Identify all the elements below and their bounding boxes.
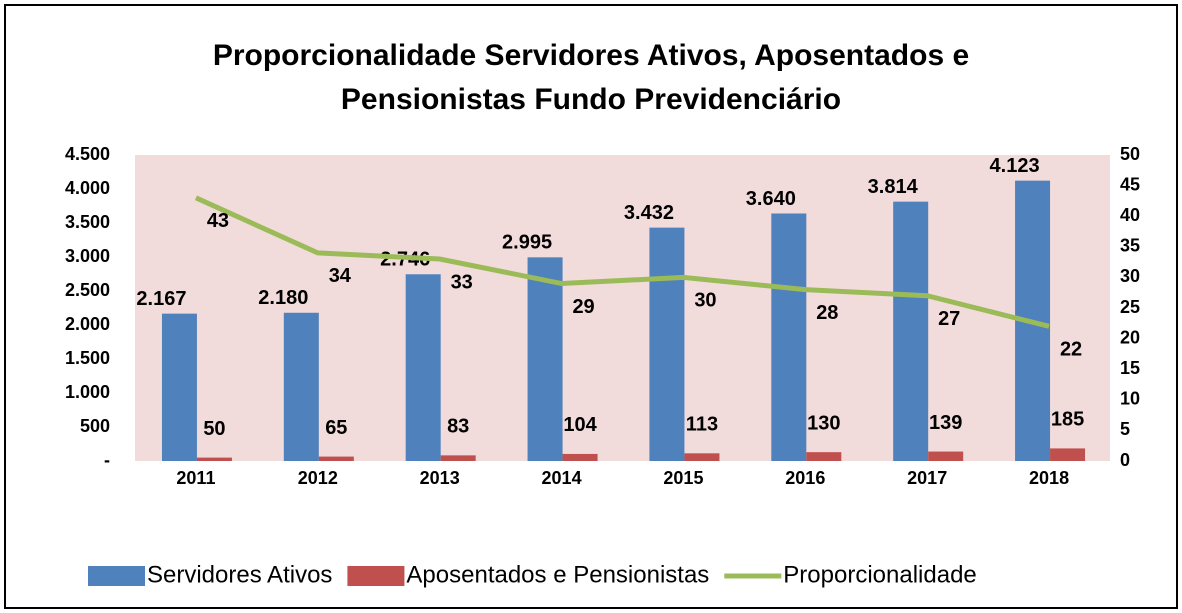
data-label: 28 bbox=[816, 302, 838, 324]
data-label: 2.995 bbox=[502, 232, 552, 254]
bar bbox=[684, 453, 720, 461]
y2-tick-label: 5 bbox=[1120, 419, 1130, 439]
data-label: 3.814 bbox=[868, 176, 919, 198]
bar bbox=[161, 313, 197, 461]
x-tick-label: 2011 bbox=[176, 468, 215, 488]
line bbox=[194, 195, 1050, 329]
y2-tick-label: 30 bbox=[1120, 266, 1140, 286]
bar bbox=[405, 274, 441, 461]
y-tick-label: 1.500 bbox=[65, 348, 110, 368]
bar bbox=[527, 257, 563, 461]
data-label: 113 bbox=[686, 414, 718, 436]
chart-title: Proporcionalidade Servidores Ativos, Apo… bbox=[212, 39, 970, 116]
data-label: 3.432 bbox=[624, 202, 674, 224]
x-tick-label: 2018 bbox=[1029, 468, 1069, 488]
y-tick-label: - bbox=[104, 450, 110, 470]
bar bbox=[318, 456, 354, 461]
y2-tick-label: 40 bbox=[1120, 205, 1140, 225]
bar bbox=[771, 213, 807, 461]
y2-tick-label: 10 bbox=[1120, 389, 1140, 409]
y-tick-label: 4.000 bbox=[65, 178, 110, 198]
data-label: 30 bbox=[694, 290, 716, 312]
y2-tick-label: 35 bbox=[1120, 236, 1140, 256]
data-label: 139 bbox=[929, 412, 962, 434]
y2-tick-label: 20 bbox=[1120, 327, 1140, 347]
legend-label: Aposentados e Pensionistas bbox=[406, 561, 709, 588]
legend-swatch bbox=[347, 566, 405, 586]
data-label: 83 bbox=[447, 416, 469, 438]
y2-tick-label: 15 bbox=[1120, 358, 1140, 378]
legend-swatch bbox=[88, 566, 145, 586]
data-label: 2.180 bbox=[258, 287, 308, 309]
y2-tick-label: 50 bbox=[1120, 144, 1140, 164]
bar bbox=[562, 453, 598, 461]
data-label: 43 bbox=[207, 210, 229, 232]
y-tick-label: 1.000 bbox=[65, 382, 110, 402]
data-label: 104 bbox=[563, 414, 597, 436]
data-label: 65 bbox=[325, 417, 347, 439]
y-tick-label: 500 bbox=[80, 416, 110, 436]
bar bbox=[893, 201, 929, 461]
bar bbox=[283, 312, 319, 461]
data-label: 4.123 bbox=[990, 155, 1040, 177]
y-tick-label: 3.000 bbox=[65, 246, 110, 266]
data-label: 33 bbox=[451, 271, 473, 293]
bar bbox=[806, 452, 842, 461]
bar bbox=[196, 457, 232, 461]
legend-label: Servidores Ativos bbox=[147, 561, 332, 588]
data-label: 50 bbox=[203, 418, 225, 440]
y2-tick-label: 0 bbox=[1120, 450, 1130, 470]
bar bbox=[649, 227, 685, 461]
y2-tick-label: 45 bbox=[1120, 174, 1140, 194]
data-label: 2.167 bbox=[136, 288, 186, 310]
bar bbox=[928, 451, 964, 461]
data-label: 3.640 bbox=[746, 188, 796, 210]
x-tick-label: 2014 bbox=[542, 468, 582, 488]
y-tick-label: 4.500 bbox=[65, 144, 110, 164]
bar bbox=[440, 455, 476, 461]
data-label: 29 bbox=[572, 296, 594, 318]
y-tick-label: 3.500 bbox=[65, 212, 110, 232]
x-tick-label: 2015 bbox=[663, 468, 703, 488]
data-label: 130 bbox=[807, 412, 840, 434]
x-tick-label: 2013 bbox=[420, 468, 460, 488]
data-label: 27 bbox=[938, 308, 960, 330]
data-label: 185 bbox=[1051, 409, 1084, 431]
y-tick-label: 2.000 bbox=[65, 314, 110, 334]
data-label: 22 bbox=[1060, 339, 1082, 361]
data-label: 34 bbox=[329, 265, 352, 287]
y2-tick-label: 25 bbox=[1120, 297, 1140, 317]
x-tick-label: 2016 bbox=[785, 468, 825, 488]
legend-label: Proporcionalidade bbox=[783, 561, 976, 588]
x-tick-label: 2017 bbox=[907, 468, 947, 488]
x-tick-label: 2012 bbox=[298, 468, 338, 488]
bar bbox=[1050, 448, 1086, 461]
y-tick-label: 2.500 bbox=[65, 280, 110, 300]
